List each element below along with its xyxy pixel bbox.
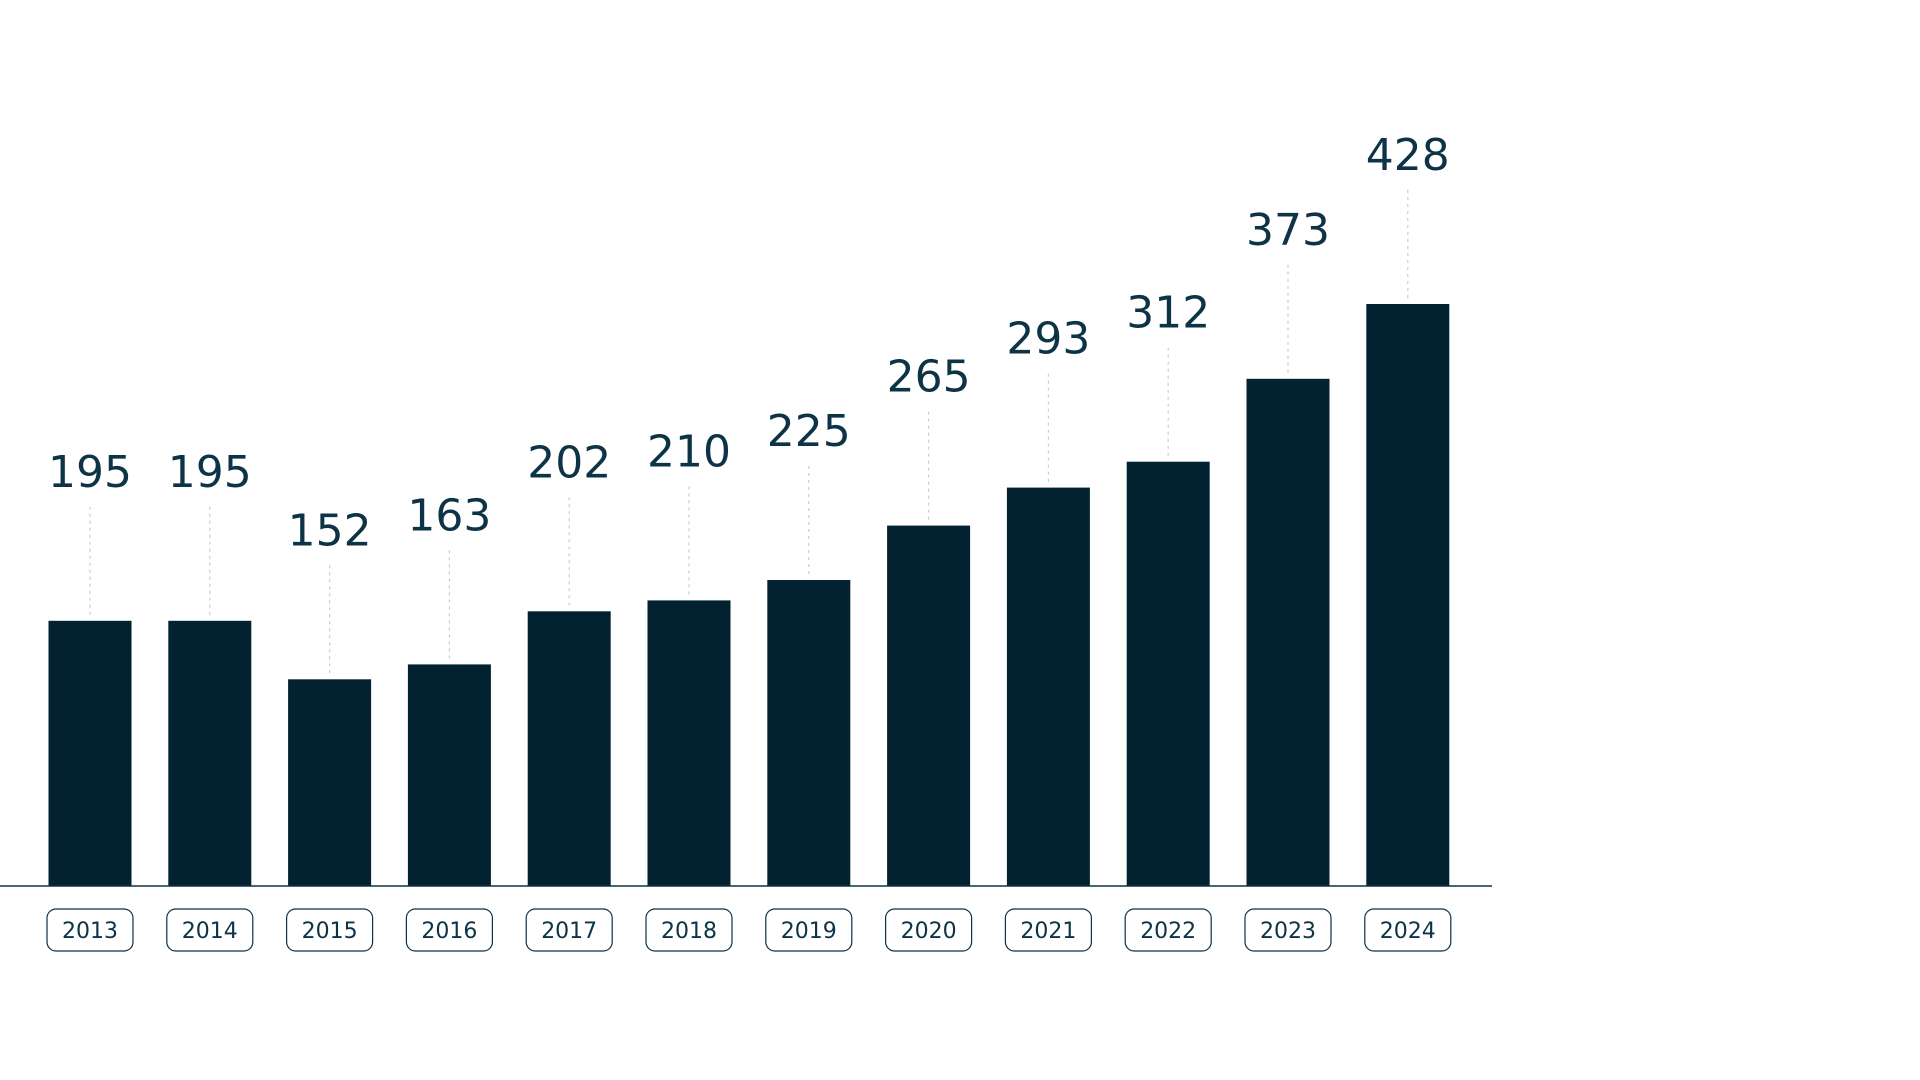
data-label: 202 xyxy=(527,437,611,488)
bar xyxy=(168,620,252,886)
year-badge xyxy=(405,908,493,952)
bar xyxy=(1006,487,1090,886)
year-badge xyxy=(645,908,733,952)
data-label: 225 xyxy=(767,406,851,457)
bar xyxy=(1126,461,1210,886)
data-label: 152 xyxy=(288,505,372,556)
year-badge xyxy=(286,908,374,952)
year-badge xyxy=(1004,908,1093,952)
year-labels: 2013 2014 2015 2016 2017 2018 2019 2020 2021 2022… xyxy=(46,908,1452,952)
x-tick-label: 2013 xyxy=(62,919,118,944)
x-tick-label: 2018 xyxy=(661,919,717,944)
data-label: 163 xyxy=(407,490,491,541)
bar xyxy=(1366,304,1450,886)
data-label: 293 xyxy=(1006,314,1090,365)
data-label: 428 xyxy=(1366,130,1450,181)
leader-lines xyxy=(89,190,1409,678)
data-label: 195 xyxy=(48,447,132,498)
bars xyxy=(48,304,1450,886)
bar xyxy=(1246,378,1330,886)
bar xyxy=(48,620,132,886)
x-tick-label: 2023 xyxy=(1260,919,1316,944)
value-labels: 195 195 152 163 202 210 225 265 293 312 373 428 xyxy=(48,130,1450,556)
data-label: 312 xyxy=(1126,288,1210,339)
x-tick-label: 2020 xyxy=(901,919,957,944)
x-tick-label: 2015 xyxy=(302,919,358,944)
x-tick-label: 2019 xyxy=(781,919,837,944)
year-badge xyxy=(46,908,134,952)
x-tick-label: 2014 xyxy=(182,919,238,944)
year-badge xyxy=(884,908,973,952)
data-label: 265 xyxy=(887,352,971,403)
year-badge xyxy=(166,908,254,952)
bar xyxy=(527,611,611,886)
x-tick-label: 2024 xyxy=(1380,919,1436,944)
bar xyxy=(647,600,731,886)
year-badge xyxy=(1244,908,1332,952)
year-badge xyxy=(1364,908,1452,952)
x-tick-label: 2021 xyxy=(1020,919,1076,944)
year-badge xyxy=(1124,908,1212,952)
x-tick-label: 2016 xyxy=(421,919,477,944)
bar xyxy=(767,580,851,886)
bar xyxy=(288,679,372,886)
x-tick-label: 2017 xyxy=(541,919,597,944)
bar xyxy=(407,664,491,886)
data-label: 195 xyxy=(168,447,252,498)
year-badge xyxy=(525,908,613,952)
x-tick-label: 2022 xyxy=(1140,919,1196,944)
bar xyxy=(887,525,971,886)
year-badge xyxy=(765,908,853,952)
data-label: 210 xyxy=(647,426,731,477)
data-label: 373 xyxy=(1246,205,1330,256)
